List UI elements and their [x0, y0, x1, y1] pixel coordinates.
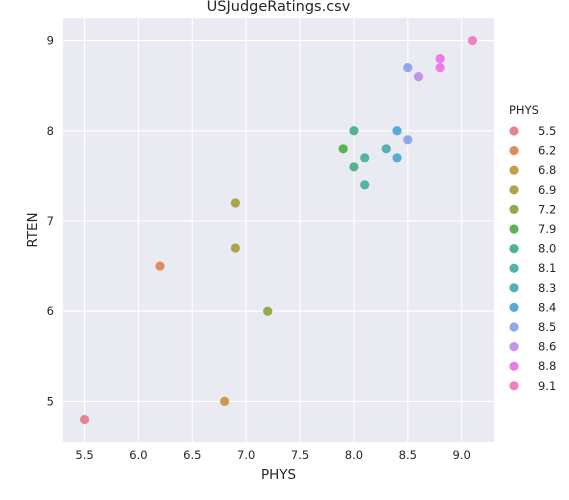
legend-title: PHYS: [509, 103, 539, 117]
legend-entry: 6.9: [509, 183, 556, 197]
legend-entry: 8.0: [509, 242, 556, 256]
data-point: [79, 414, 90, 425]
data-point: [220, 396, 230, 407]
legend-entry: 6.8: [509, 163, 556, 177]
legend-label: 8.1: [538, 261, 556, 275]
legend-marker: [509, 204, 519, 214]
legend-marker: [509, 224, 519, 234]
legend-marker: [509, 185, 519, 195]
legend-label: 9.1: [538, 379, 556, 393]
legend-label: 7.9: [538, 222, 556, 236]
legend-label: 7.2: [538, 202, 556, 216]
data-point: [435, 63, 445, 73]
x-tick-label: 7.5: [291, 448, 309, 462]
x-tick-label: 6.0: [129, 448, 147, 462]
legend-label: 6.2: [538, 144, 556, 158]
data-point: [155, 261, 165, 271]
legend: PHYS 5.5 6.2 6.8 6.9 7.2 7.9 8.0 8.1 8.3 8.4 8.5 8.…: [509, 103, 556, 393]
x-tick-label: 5.5: [75, 448, 93, 462]
x-tick-labels: 5.5 6.0 6.5 7.0 7.5 8.0 8.5 9.0: [75, 448, 470, 462]
data-point: [403, 135, 413, 145]
legend-marker: [509, 165, 519, 175]
y-axis-label: RTEN: [25, 212, 41, 247]
legend-marker: [509, 244, 519, 254]
legend-label: 8.4: [538, 300, 556, 314]
data-point: [435, 53, 445, 64]
plot-area: [63, 18, 494, 442]
data-point: [392, 126, 402, 136]
legend-marker: [509, 126, 519, 136]
data-point: [392, 153, 402, 163]
data-point: [467, 35, 478, 46]
data-point: [360, 180, 370, 190]
data-point: [263, 306, 273, 316]
legend-entry: 5.5: [509, 124, 556, 138]
y-tick-label: 8: [47, 124, 54, 138]
data-points: [79, 35, 478, 425]
legend-marker: [509, 322, 519, 332]
data-point: [413, 72, 424, 82]
legend-label: 8.8: [538, 359, 556, 373]
data-point: [403, 63, 413, 73]
legend-entry: 9.1: [509, 379, 556, 393]
legend-label: 8.6: [538, 340, 556, 354]
legend-entry: 7.2: [509, 202, 556, 216]
legend-marker: [509, 263, 519, 273]
x-tick-label: 9.0: [453, 448, 471, 462]
legend-label: 6.9: [538, 183, 556, 197]
x-tick-label: 7.0: [237, 448, 255, 462]
x-axis-label: PHYS: [261, 467, 296, 483]
legend-entry: 6.2: [509, 144, 556, 158]
legend-entry: 8.5: [509, 320, 556, 334]
y-tick-label: 7: [47, 214, 54, 228]
legend-entry: 8.8: [509, 359, 556, 373]
data-point: [381, 144, 391, 154]
legend-marker: [509, 381, 519, 391]
x-tick-label: 8.0: [345, 448, 363, 462]
y-tick-label: 5: [47, 394, 54, 408]
legend-entry: 8.4: [509, 300, 556, 314]
legend-entries: 5.5 6.2 6.8 6.9 7.2 7.9 8.0 8.1 8.3 8.4 8.5 8.6 8.8 9…: [509, 124, 556, 393]
legend-label: 8.0: [538, 242, 556, 256]
legend-entry: 8.6: [509, 340, 556, 354]
legend-marker: [509, 302, 519, 312]
data-point: [230, 243, 240, 253]
data-point: [338, 144, 348, 154]
chart-title: USJudgeRatings.csv: [207, 0, 351, 15]
x-tick-label: 6.5: [183, 448, 201, 462]
data-point: [230, 198, 240, 208]
legend-label: 8.3: [538, 281, 556, 295]
y-tick-label: 9: [47, 34, 54, 48]
data-point: [360, 153, 370, 163]
legend-marker: [509, 146, 519, 156]
legend-marker: [509, 283, 519, 293]
y-tick-labels: 5 6 7 8 9: [47, 34, 54, 409]
legend-marker: [509, 342, 519, 352]
legend-entry: 7.9: [509, 222, 556, 236]
legend-marker: [509, 361, 519, 371]
data-point: [349, 126, 359, 136]
legend-label: 6.8: [538, 163, 556, 177]
legend-entry: 8.1: [509, 261, 556, 275]
grid-lines: [63, 18, 494, 442]
legend-label: 8.5: [538, 320, 556, 334]
y-tick-label: 6: [47, 304, 54, 318]
legend-label: 5.5: [538, 124, 556, 138]
x-tick-label: 8.5: [399, 448, 417, 462]
legend-entry: 8.3: [509, 281, 556, 295]
data-point: [349, 162, 359, 172]
